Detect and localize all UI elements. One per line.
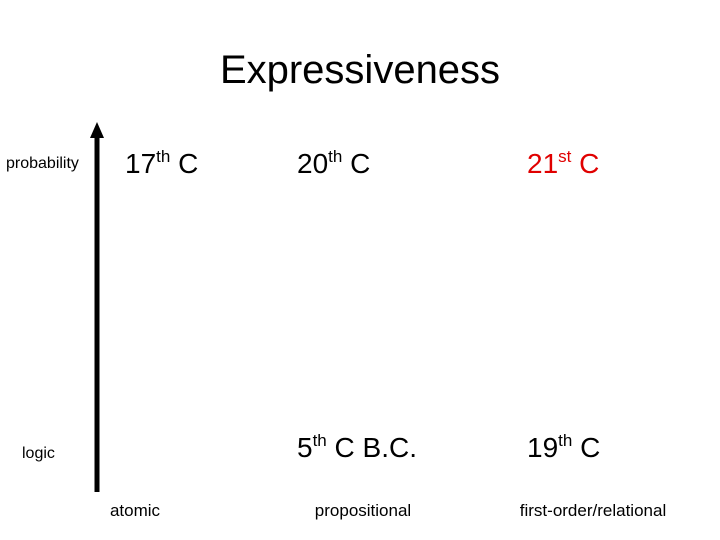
cell-base: 17 — [125, 148, 157, 179]
cell-rest: C — [342, 148, 371, 179]
cell-base: 20 — [297, 148, 329, 179]
x-label: propositional — [314, 501, 412, 520]
cell: 20th C — [297, 147, 371, 179]
title: Expressiveness — [219, 48, 501, 92]
cell-sup: st — [558, 147, 572, 166]
cell-sup: th — [558, 431, 573, 450]
cell-rest: C — [170, 148, 199, 179]
y-label: probability — [6, 155, 79, 172]
y-label: logic — [22, 445, 55, 462]
cell-sup: th — [156, 147, 171, 166]
cell-rest: C — [572, 432, 601, 463]
cell-rest: C B.C. — [326, 432, 417, 463]
cell: 21st C — [527, 147, 600, 179]
cell: 19th C — [527, 431, 601, 463]
cell-rest: C — [571, 148, 600, 179]
cell-sup: th — [312, 431, 327, 450]
cell: 17th C — [125, 147, 199, 179]
x-label: first-order/relational — [519, 501, 667, 520]
cell-base: 21 — [527, 148, 559, 179]
cell-base: 5 — [297, 432, 313, 463]
cell-sup: th — [328, 147, 343, 166]
cell-base: 19 — [527, 432, 559, 463]
y-axis-arrow — [90, 122, 104, 138]
x-label: atomic — [109, 501, 161, 520]
cell: 5th C B.C. — [297, 431, 417, 463]
